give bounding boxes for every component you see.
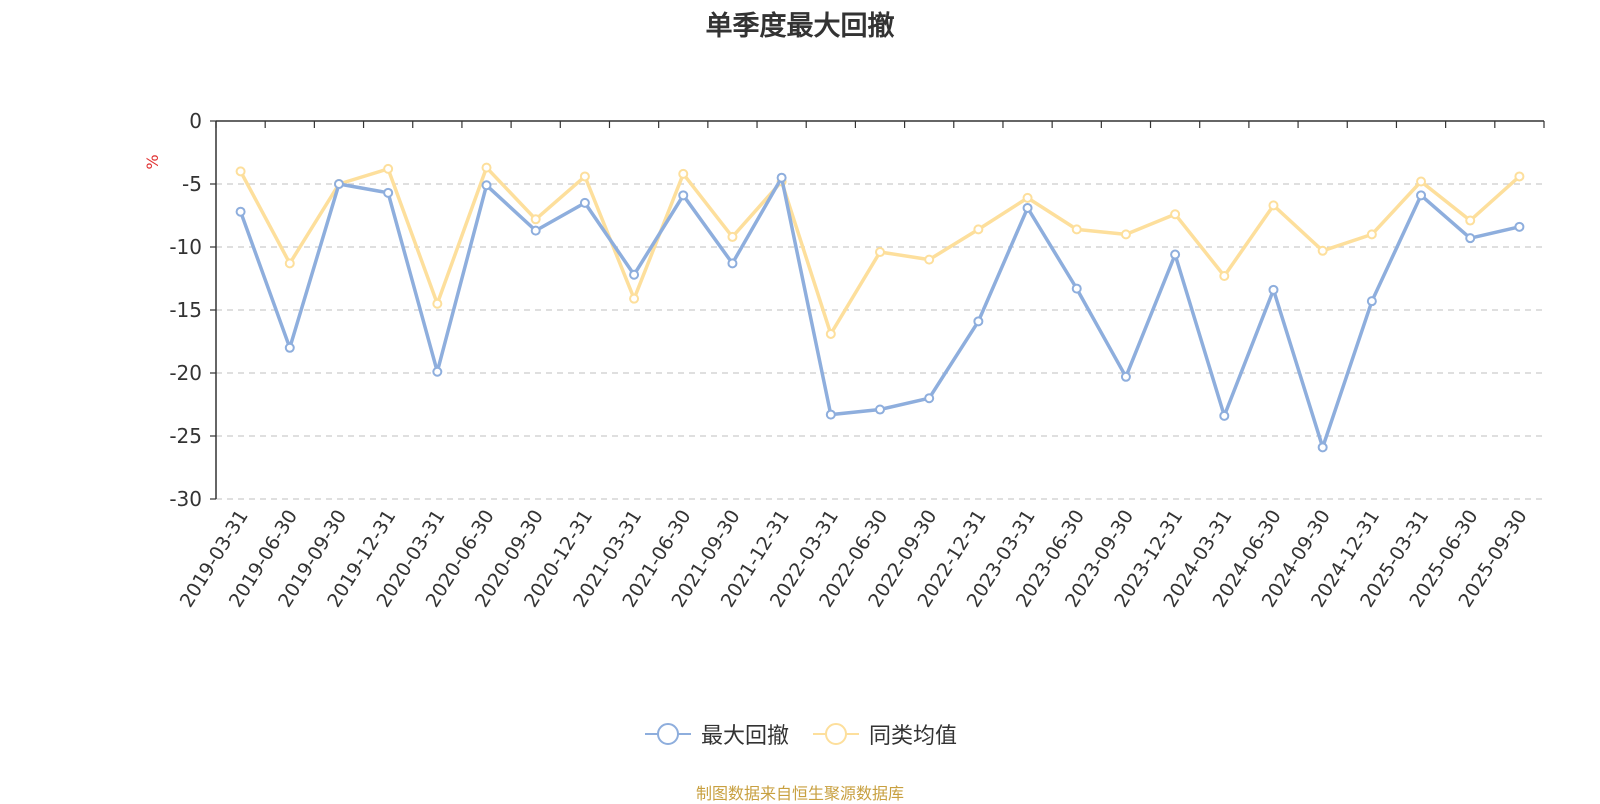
data-point bbox=[1071, 224, 1082, 235]
data-point bbox=[1120, 229, 1131, 240]
data-point bbox=[284, 342, 295, 353]
data-point bbox=[1120, 371, 1131, 382]
data-point bbox=[1366, 229, 1377, 240]
data-point bbox=[875, 247, 885, 258]
y-tick-label: -5 bbox=[182, 172, 202, 196]
legend-marker-icon bbox=[813, 723, 859, 745]
data-point bbox=[1268, 284, 1279, 295]
legend-label: 同类均值 bbox=[869, 724, 958, 749]
legend-item[interactable]: 同类均值 bbox=[811, 718, 957, 750]
data-point bbox=[284, 258, 295, 269]
y-tick-label: -10 bbox=[169, 235, 202, 259]
data-point bbox=[776, 172, 787, 183]
legend-label: 最大回撤 bbox=[700, 724, 789, 749]
data-point bbox=[432, 366, 443, 377]
y-tick-label: -25 bbox=[169, 424, 202, 448]
chart-title: 单季度最大回撤 bbox=[705, 11, 895, 42]
data-point bbox=[1465, 233, 1476, 244]
legend: 最大回撤 同类均值 bbox=[0, 718, 1600, 750]
data-point bbox=[678, 190, 689, 201]
data-point bbox=[432, 298, 443, 309]
data-point bbox=[924, 393, 935, 404]
data-point bbox=[579, 171, 590, 182]
data-point bbox=[678, 168, 689, 179]
data-point bbox=[1219, 270, 1230, 281]
data-point bbox=[1170, 249, 1181, 260]
data-point bbox=[1416, 190, 1427, 201]
series-lines bbox=[235, 162, 1525, 453]
data-point bbox=[1366, 296, 1377, 307]
data-point bbox=[973, 316, 984, 327]
y-tick-label: -30 bbox=[169, 487, 202, 511]
data-point bbox=[1465, 215, 1476, 226]
data-point bbox=[875, 404, 885, 415]
data-point bbox=[333, 179, 344, 189]
data-point bbox=[1514, 221, 1525, 232]
data-point bbox=[579, 197, 590, 208]
data-point bbox=[629, 269, 640, 280]
data-point bbox=[530, 214, 541, 225]
data-point bbox=[481, 180, 492, 191]
data-point bbox=[1317, 245, 1328, 256]
data-point bbox=[825, 328, 836, 339]
data-point bbox=[1317, 442, 1328, 453]
data-point bbox=[235, 206, 246, 217]
grid-lines bbox=[216, 183, 1544, 500]
legend-marker-icon bbox=[644, 723, 691, 745]
data-point bbox=[1022, 202, 1033, 213]
data-point bbox=[530, 225, 541, 236]
data-point bbox=[973, 224, 984, 235]
line-chart: 0-5-10-15-20-25-302019-03-312019-06-3020… bbox=[143, 109, 1545, 611]
y-tick-label: 0 bbox=[189, 109, 202, 133]
data-point bbox=[1071, 283, 1082, 294]
data-point bbox=[1219, 410, 1230, 421]
y-axis-label: % bbox=[143, 154, 162, 169]
data-point bbox=[1170, 209, 1181, 220]
legend-item[interactable]: 最大回撤 bbox=[643, 718, 789, 750]
data-point bbox=[383, 163, 394, 174]
data-point bbox=[924, 254, 935, 265]
data-point bbox=[1514, 171, 1525, 182]
data-point bbox=[825, 409, 836, 420]
data-point bbox=[235, 166, 246, 177]
data-point bbox=[727, 231, 738, 242]
source-note: 制图数据来自恒生聚源数据库 bbox=[695, 784, 904, 803]
data-point bbox=[383, 187, 394, 198]
axes bbox=[210, 120, 1545, 500]
data-point bbox=[481, 162, 492, 173]
data-point bbox=[1416, 176, 1427, 187]
data-point bbox=[727, 258, 738, 269]
data-point bbox=[629, 293, 640, 304]
data-point bbox=[1022, 192, 1033, 203]
y-tick-label: -20 bbox=[169, 361, 202, 385]
data-point bbox=[1268, 200, 1279, 211]
y-tick-label: -15 bbox=[169, 298, 202, 322]
